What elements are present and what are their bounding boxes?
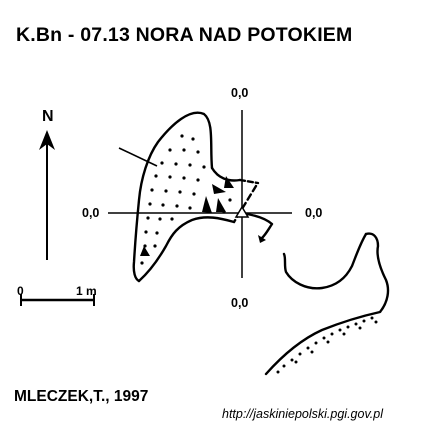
source-url-link[interactable]: http://jaskiniepolski.pgi.gov.pl: [222, 407, 383, 421]
scale-end-label: 1 m: [76, 284, 97, 298]
section-label-right: 0,0: [305, 206, 322, 220]
survey-author: MLECZEK,T., 1997: [14, 388, 149, 405]
slope-wedges: [140, 176, 234, 256]
north-arrow-icon: [39, 130, 55, 260]
scale-bar: [20, 294, 95, 306]
north-label: N: [42, 108, 54, 125]
surface-line: [118, 147, 158, 167]
cave-outline: [132, 111, 274, 283]
cross-section-floor-dots: [276, 316, 378, 374]
scale-start-label: 0: [17, 284, 24, 298]
section-label-left: 0,0: [82, 206, 99, 220]
cave-floor-dots: [140, 134, 232, 265]
cross-section-profile: [264, 232, 390, 376]
section-label-top: 0,0: [231, 86, 248, 100]
map-title: K.Bn - 07.13 NORA NAD POTOKIEM: [16, 24, 353, 46]
survey-point-icon: [234, 205, 250, 218]
section-label-bottom: 0,0: [231, 296, 248, 310]
